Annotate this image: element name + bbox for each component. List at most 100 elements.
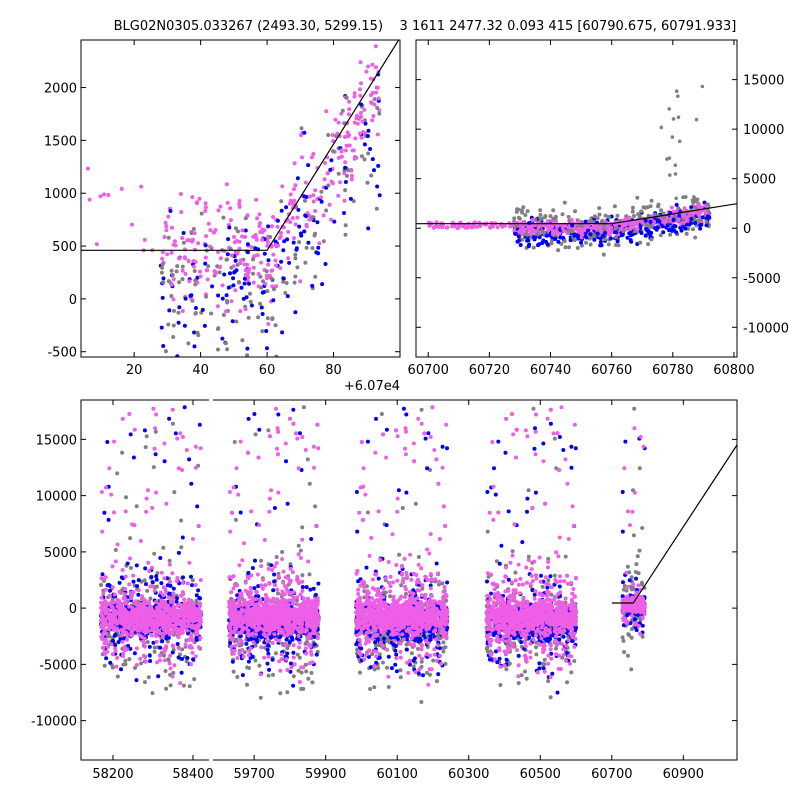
data-point — [154, 490, 159, 495]
data-point — [641, 205, 646, 210]
data-point — [376, 163, 381, 168]
data-point — [669, 205, 674, 210]
data-point — [351, 199, 356, 204]
data-point — [159, 270, 164, 275]
data-point — [362, 157, 367, 162]
data-point — [179, 545, 184, 550]
data-point — [685, 218, 690, 223]
data-point — [193, 608, 198, 613]
data-point — [171, 297, 176, 302]
data-point — [280, 330, 285, 335]
data-point — [142, 578, 147, 583]
data-point — [305, 457, 310, 462]
data-point — [595, 216, 600, 221]
data-point — [168, 583, 173, 588]
data-point — [225, 347, 230, 352]
data-point — [520, 210, 525, 215]
data-point — [577, 219, 582, 224]
data-point — [102, 192, 106, 197]
data-point — [166, 322, 171, 327]
data-point — [299, 686, 304, 691]
data-point — [299, 468, 304, 472]
data-point — [258, 598, 263, 602]
data-point — [597, 212, 602, 217]
data-point — [488, 224, 493, 229]
data-point — [104, 656, 109, 661]
data-point — [195, 612, 200, 617]
data-point — [198, 578, 203, 583]
data-point — [240, 673, 245, 678]
data-point — [270, 568, 275, 572]
data-point — [174, 579, 179, 584]
top-left-ytick-label: -500 — [47, 346, 77, 361]
data-point — [704, 223, 709, 228]
data-point — [317, 241, 322, 246]
data-point — [137, 633, 142, 638]
data-point — [169, 250, 174, 255]
data-point — [153, 614, 157, 619]
data-point — [113, 632, 118, 637]
data-point — [151, 406, 156, 411]
data-point — [241, 541, 246, 546]
data-point — [271, 588, 276, 593]
data-point — [170, 630, 175, 635]
data-point — [245, 665, 250, 670]
data-point — [266, 651, 271, 656]
data-point — [668, 232, 673, 237]
data-point — [292, 662, 297, 667]
data-point — [256, 594, 261, 599]
data-point — [692, 210, 697, 215]
data-point — [110, 665, 115, 670]
data-point — [145, 640, 150, 645]
data-point — [316, 245, 321, 250]
data-point — [108, 588, 112, 593]
data-point — [537, 242, 542, 247]
data-point — [162, 576, 167, 581]
data-point — [580, 233, 585, 237]
data-point — [222, 272, 227, 277]
data-point — [162, 441, 167, 446]
data-point — [274, 406, 278, 411]
data-point — [281, 225, 286, 230]
data-point — [101, 645, 106, 650]
data-point — [271, 672, 275, 677]
data-point — [316, 446, 321, 451]
data-point — [668, 173, 672, 177]
data-point — [293, 252, 298, 257]
data-point — [175, 596, 179, 601]
data-point — [601, 252, 606, 257]
data-point — [141, 616, 146, 621]
data-point — [99, 583, 103, 587]
data-point — [671, 217, 676, 222]
data-point — [165, 603, 170, 608]
data-point — [513, 231, 518, 236]
data-point — [284, 205, 289, 210]
data-point — [155, 571, 160, 576]
data-point — [674, 196, 678, 201]
data-point — [266, 322, 271, 326]
data-point — [285, 690, 290, 695]
data-point — [307, 213, 312, 218]
data-point — [292, 187, 296, 192]
data-point — [186, 259, 191, 264]
data-point — [265, 648, 270, 652]
data-point — [678, 221, 683, 226]
data-point — [177, 280, 182, 285]
data-point — [260, 237, 265, 242]
data-point — [700, 84, 705, 89]
data-point — [531, 245, 536, 250]
data-point — [370, 90, 375, 95]
data-point — [125, 610, 129, 614]
data-point — [217, 270, 222, 275]
top-left-xtick-label: 20 — [126, 363, 143, 378]
data-point — [143, 445, 148, 450]
data-point — [196, 624, 201, 629]
data-point — [561, 228, 566, 233]
data-point — [377, 111, 382, 116]
data-point — [245, 353, 250, 357]
top-left-ytick-label: 0 — [69, 293, 77, 308]
data-point — [327, 202, 332, 207]
data-point — [168, 579, 172, 584]
data-point — [309, 155, 314, 160]
data-point — [269, 276, 274, 281]
